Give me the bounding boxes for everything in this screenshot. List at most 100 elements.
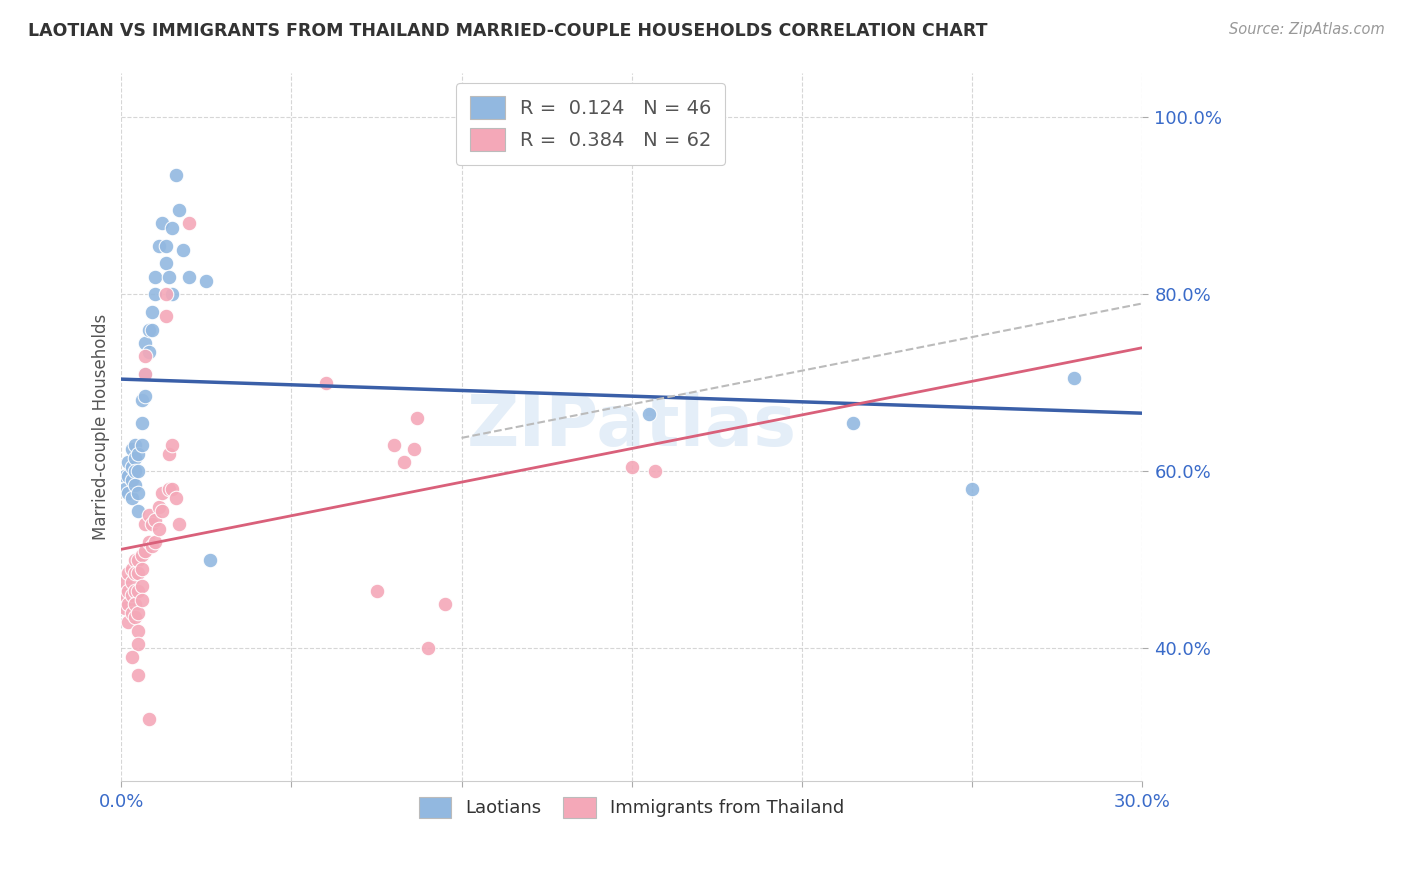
Point [117, 455, 139, 469]
Point [150, 486, 173, 500]
Text: Source: ZipAtlas.com: Source: ZipAtlas.com [1229, 22, 1385, 37]
Point [127, 667, 149, 681]
Point [124, 583, 146, 598]
Point [148, 522, 170, 536]
Point [198, 553, 221, 567]
Point [141, 540, 163, 554]
Point [124, 464, 146, 478]
Point [121, 574, 143, 589]
Point [141, 305, 163, 319]
Point [138, 712, 160, 726]
Point [117, 468, 139, 483]
Point [162, 438, 184, 452]
Point [114, 468, 136, 483]
Point [127, 486, 149, 500]
Point [366, 583, 388, 598]
Point [134, 517, 156, 532]
Point [637, 407, 659, 421]
Text: LAOTIAN VS IMMIGRANTS FROM THAILAND MARRIED-COUPLE HOUSEHOLDS CORRELATION CHART: LAOTIAN VS IMMIGRANTS FROM THAILAND MARR… [28, 22, 987, 40]
Point [117, 597, 139, 611]
Point [127, 553, 149, 567]
Point [148, 238, 170, 252]
Point [127, 583, 149, 598]
Point [121, 650, 143, 665]
Point [162, 220, 184, 235]
Point [138, 323, 160, 337]
Point [138, 344, 160, 359]
Point [157, 446, 180, 460]
Point [124, 610, 146, 624]
Point [117, 615, 139, 629]
Point [141, 517, 163, 532]
Point [1063, 371, 1085, 385]
Point [121, 442, 143, 456]
Point [195, 274, 218, 288]
Point [124, 450, 146, 465]
Point [127, 504, 149, 518]
Point [433, 597, 456, 611]
Point [145, 513, 167, 527]
Point [155, 256, 177, 270]
Point [127, 566, 149, 580]
Point [416, 641, 439, 656]
Point [134, 367, 156, 381]
Point [150, 504, 173, 518]
Point [155, 310, 177, 324]
Point [134, 335, 156, 350]
Point [124, 438, 146, 452]
Point [117, 583, 139, 598]
Point [134, 389, 156, 403]
Point [114, 601, 136, 615]
Point [124, 553, 146, 567]
Point [150, 216, 173, 230]
Y-axis label: Married-couple Households: Married-couple Households [93, 314, 110, 541]
Point [315, 376, 337, 390]
Point [117, 486, 139, 500]
Point [124, 477, 146, 491]
Point [131, 561, 153, 575]
Point [114, 482, 136, 496]
Point [131, 592, 153, 607]
Point [121, 459, 143, 474]
Point [141, 323, 163, 337]
Point [114, 574, 136, 589]
Point [145, 287, 167, 301]
Point [392, 455, 415, 469]
Point [644, 464, 666, 478]
Point [127, 464, 149, 478]
Point [114, 588, 136, 602]
Point [172, 243, 194, 257]
Point [131, 416, 153, 430]
Point [165, 168, 187, 182]
Point [127, 624, 149, 638]
Point [165, 491, 187, 505]
Point [167, 203, 190, 218]
Point [157, 269, 180, 284]
Point [148, 500, 170, 514]
Legend: Laotians, Immigrants from Thailand: Laotians, Immigrants from Thailand [412, 789, 852, 825]
Point [134, 349, 156, 363]
Point [117, 566, 139, 580]
Text: ZIPatlas: ZIPatlas [467, 392, 797, 461]
Point [382, 438, 405, 452]
Point [121, 473, 143, 487]
Point [162, 287, 184, 301]
Point [145, 535, 167, 549]
Point [402, 442, 425, 456]
Point [131, 579, 153, 593]
Point [406, 411, 429, 425]
Point [131, 549, 153, 563]
Point [124, 597, 146, 611]
Point [121, 606, 143, 620]
Point [131, 438, 153, 452]
Point [127, 606, 149, 620]
Point [155, 287, 177, 301]
Point [131, 393, 153, 408]
Point [620, 459, 643, 474]
Point [121, 561, 143, 575]
Point [162, 482, 184, 496]
Point [134, 544, 156, 558]
Point [127, 446, 149, 460]
Point [138, 535, 160, 549]
Point [179, 269, 201, 284]
